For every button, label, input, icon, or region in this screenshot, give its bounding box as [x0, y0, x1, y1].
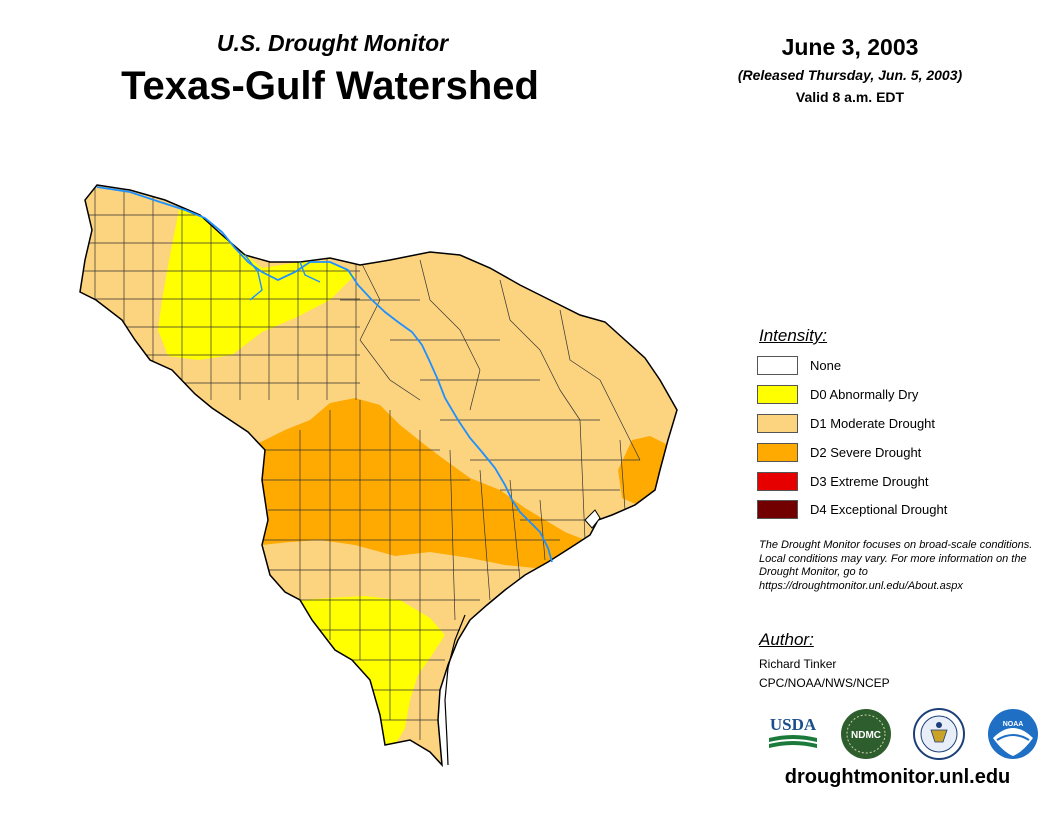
valid-time: Valid 8 a.m. EDT: [795, 89, 905, 105]
legend-title: Intensity:: [759, 326, 828, 345]
barrier-island: [444, 614, 466, 766]
watershed-outline: [79, 184, 678, 768]
legend-item-d2: D2 Severe Drought: [757, 442, 921, 462]
map-date: June 3, 2003: [781, 34, 919, 60]
river-tributary: [244, 254, 321, 301]
legend-item-d0: D0 Abnormally Dry: [757, 384, 918, 404]
noaa-logo-text: NOAA: [1003, 721, 1024, 728]
usda-logo-text: USDA: [770, 715, 817, 734]
county-line: [80, 185, 641, 740]
legend-item-none: None: [757, 355, 841, 375]
legend-swatch: [757, 442, 798, 462]
commerce-seal-icon: [913, 708, 965, 760]
author-name: Richard Tinker: [759, 657, 837, 671]
legend-swatch: [757, 384, 798, 404]
release-date: (Released Thursday, Jun. 5, 2003): [737, 67, 963, 83]
usda-logo-icon: USDA: [769, 715, 817, 748]
map-title: Texas-Gulf Watershed: [121, 64, 539, 108]
author-org: CPC/NOAA/NWS/NCEP: [759, 676, 890, 690]
legend-item-d3: D3 Extreme Drought: [757, 471, 929, 491]
legend-label: D2 Severe Drought: [810, 444, 922, 460]
ndmc-logo-text: NDMC: [851, 730, 881, 741]
legend-label: D1 Moderate Drought: [810, 415, 936, 431]
noaa-logo-icon: NOAA: [988, 709, 1038, 759]
galveston-bay: [584, 509, 601, 529]
legend-label: D0 Abnormally Dry: [810, 386, 919, 402]
legend-label: D3 Extreme Drought: [810, 473, 929, 489]
legend-item-d1: D1 Moderate Drought: [757, 413, 935, 433]
legend-item-d4: D4 Exceptional Drought: [757, 499, 947, 519]
d0-area-south: [300, 596, 445, 748]
legend-swatch: [757, 355, 798, 375]
legend-swatch: [757, 413, 798, 433]
county-boundaries: [80, 185, 641, 740]
footer-url[interactable]: droughtmonitor.unl.edu: [784, 766, 1011, 788]
legend-swatch: [757, 499, 798, 519]
river-red: [96, 186, 553, 563]
author-title: Author:: [759, 630, 814, 649]
disclaimer-note: The Drought Monitor focuses on broad-sca…: [759, 539, 1033, 592]
d0-area-north: [158, 205, 355, 360]
legend-swatch: [757, 471, 798, 491]
legend-label: None: [810, 357, 842, 373]
ndmc-logo-icon: NDMC: [841, 709, 891, 759]
legend-label: D4 Exceptional Drought: [810, 501, 948, 517]
map-subtitle: U.S. Drought Monitor: [216, 30, 449, 56]
